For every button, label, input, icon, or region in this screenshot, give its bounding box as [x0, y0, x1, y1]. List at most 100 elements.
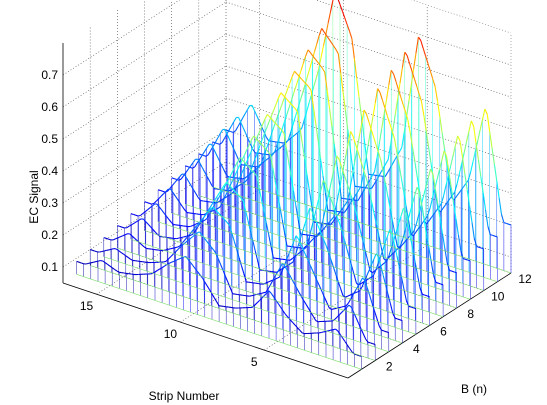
profile-segment	[400, 178, 405, 193]
profile-segment	[187, 165, 192, 170]
profile-segment	[230, 121, 235, 127]
profile-segment	[345, 181, 350, 189]
profile-segment	[473, 126, 477, 144]
profile-segment	[454, 135, 459, 147]
profile-segment	[138, 218, 142, 221]
profile-segment	[289, 76, 293, 84]
profile-segment	[307, 260, 311, 266]
profile-segment	[322, 34, 327, 47]
profile-segment	[427, 63, 431, 72]
profile-segment	[387, 145, 392, 160]
profile-segment	[184, 209, 188, 213]
profile-segment	[244, 178, 249, 183]
profile-segment	[458, 162, 463, 174]
profile-segment	[199, 274, 203, 279]
profile-segment	[125, 255, 129, 258]
profile-segment	[180, 175, 184, 180]
profile-segment	[422, 293, 425, 296]
profile-segment	[283, 259, 288, 266]
profile-segment	[315, 124, 319, 142]
profile-segment	[332, 267, 337, 275]
profile-segment	[365, 113, 370, 122]
profile-segment	[409, 204, 413, 214]
series-B-1	[76, 255, 362, 370]
profile-segment	[90, 261, 94, 264]
profile-segment	[304, 215, 308, 224]
profile-segment	[361, 281, 364, 284]
profile-segment	[204, 218, 208, 221]
profile-segment	[438, 282, 441, 285]
profile-segment	[317, 61, 321, 66]
profile-segment	[160, 189, 163, 192]
profile-segment	[173, 259, 177, 262]
profile-segment	[349, 176, 353, 190]
tick-labels: 0.1 0.2 0.3 0.4 0.5 0.6 0.7 5 10 15 2 4 6 8 10 12	[41, 68, 532, 374]
profile-segment	[242, 113, 246, 119]
profile-segment	[194, 268, 199, 273]
profile-segment	[285, 147, 290, 163]
profile-segment	[186, 177, 190, 183]
profile-segment	[327, 190, 331, 198]
series-B-5	[130, 157, 417, 335]
profile-segment	[234, 161, 239, 167]
profile-segment	[296, 288, 300, 293]
profile-segment	[284, 232, 288, 247]
profile-segment	[259, 124, 264, 131]
profile-segment	[356, 290, 360, 293]
profile-segment	[375, 253, 380, 258]
profile-segment	[184, 237, 188, 241]
profile-segment	[450, 187, 455, 204]
profile-segment	[219, 129, 224, 134]
profile-segment	[447, 165, 452, 177]
profile-segment	[279, 102, 284, 110]
profile-segment	[374, 88, 379, 103]
profile-segment	[331, 166, 336, 179]
profile-segment	[414, 162, 418, 178]
profile-segment	[389, 229, 393, 234]
profile-segment	[382, 170, 386, 184]
profile-segment	[289, 102, 294, 107]
profile-segment	[172, 247, 176, 249]
profile-segment	[290, 241, 295, 248]
profile-segment	[342, 91, 346, 111]
profile-segment	[247, 172, 251, 180]
profile-segment	[385, 84, 390, 100]
profile-segment	[186, 234, 190, 238]
profile-segment	[104, 249, 107, 252]
z-tick-label: 0.5	[41, 132, 58, 146]
profile-segment	[209, 181, 213, 186]
profile-segment	[380, 159, 384, 172]
profile-segment	[221, 184, 225, 190]
profile-segment	[256, 259, 261, 271]
profile-segment	[337, 0, 341, 5]
profile-segment	[362, 333, 367, 340]
profile-segment	[303, 246, 308, 250]
profile-segment	[390, 252, 394, 256]
profile-segment	[341, 166, 345, 175]
profile-segment	[418, 191, 423, 206]
profile-segment	[185, 165, 188, 168]
profile-segment	[478, 246, 482, 249]
profile-segment	[151, 202, 155, 205]
profile-segment	[274, 180, 279, 194]
profile-segment	[285, 97, 289, 101]
profile-segment	[153, 200, 157, 204]
profile-segment	[380, 266, 384, 276]
profile-segment	[346, 344, 351, 349]
profile-segment	[198, 220, 202, 224]
profile-segment	[424, 294, 428, 297]
y-tick-label: 6	[440, 325, 447, 339]
profile-segment	[232, 130, 236, 133]
profile-segment	[122, 234, 126, 237]
profile-segment	[314, 58, 319, 63]
profile-segment	[277, 267, 281, 272]
profile-segment	[216, 192, 220, 197]
profile-segment	[393, 73, 397, 82]
profile-segment	[321, 292, 326, 298]
profile-segment	[149, 202, 152, 205]
profile-segment	[206, 285, 211, 291]
profile-segment	[352, 135, 356, 144]
profile-segment	[370, 275, 374, 278]
profile-segment	[373, 180, 377, 185]
profile-segment	[493, 164, 498, 182]
